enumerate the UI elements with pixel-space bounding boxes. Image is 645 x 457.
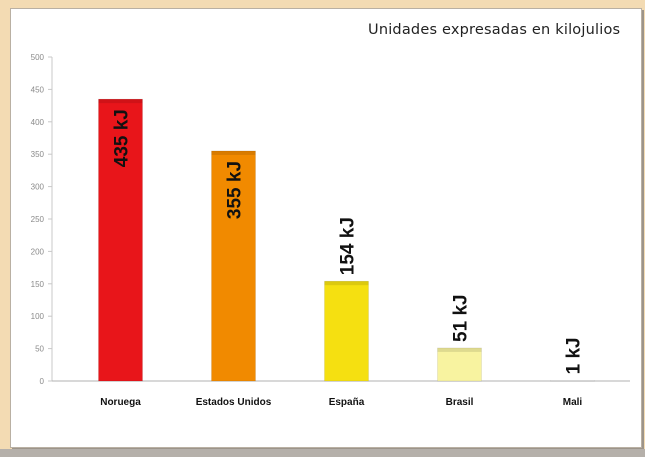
y-tick-label: 150	[31, 280, 45, 289]
category-label: Brasil	[446, 397, 474, 408]
data-label: 1 kJ	[564, 337, 585, 374]
data-label: 154 kJ	[338, 217, 359, 275]
bar	[211, 150, 256, 382]
category-label: España	[329, 397, 365, 408]
bar-top-shade	[550, 380, 595, 381]
y-tick-label: 400	[31, 118, 45, 127]
bar	[550, 380, 595, 382]
chart-title: Unidades expresadas en kilojulios	[368, 22, 621, 38]
y-tick-label: 50	[35, 345, 44, 354]
category-label: Noruega	[100, 397, 141, 408]
bar	[98, 98, 143, 382]
data-label: 435 kJ	[112, 109, 133, 167]
y-tick-label: 500	[31, 53, 45, 62]
bar-top-shade	[211, 150, 256, 155]
bar	[324, 280, 369, 382]
bar-top-shade	[98, 99, 143, 104]
y-tick-label: 450	[31, 85, 45, 94]
y-tick-label: 250	[31, 215, 45, 224]
category-label: Mali	[563, 397, 583, 408]
data-label: 51 kJ	[451, 294, 472, 342]
y-tick-label: 0	[40, 377, 45, 386]
bar-top-shade	[437, 347, 482, 352]
y-tick-label: 200	[31, 247, 45, 256]
bar-top-shade	[324, 281, 369, 286]
bar	[437, 347, 482, 382]
y-tick-label: 300	[31, 183, 45, 192]
y-tick-label: 100	[31, 312, 45, 321]
category-label: Estados Unidos	[196, 397, 272, 408]
y-tick-label: 350	[31, 150, 45, 159]
bottom-shadow	[0, 449, 645, 457]
data-label: 355 kJ	[225, 161, 246, 219]
